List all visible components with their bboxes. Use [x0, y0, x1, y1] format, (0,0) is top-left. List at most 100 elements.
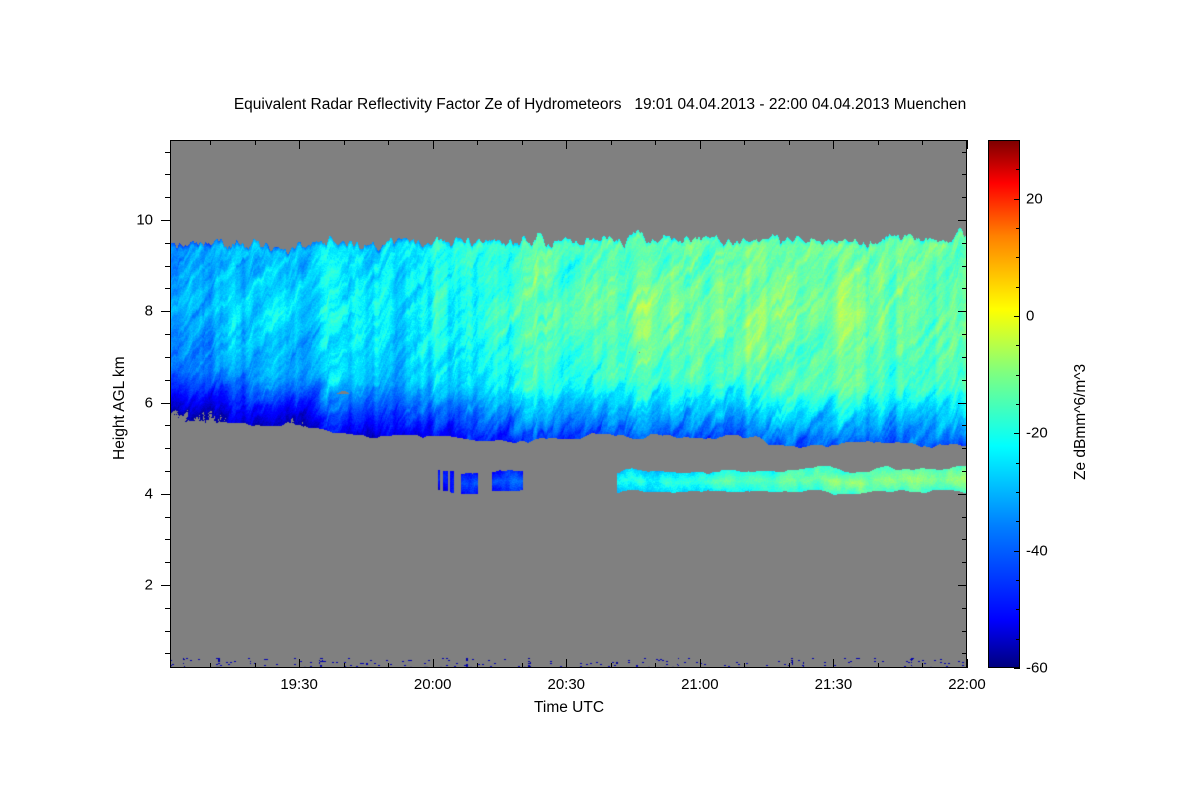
colorbar-tick-major — [1014, 551, 1020, 552]
x-tick-label: 21:30 — [814, 676, 853, 693]
x-tick-major — [700, 659, 701, 668]
colorbar-tick-label: 0 — [1026, 307, 1035, 325]
x-tick-label: 22:00 — [948, 676, 986, 693]
colorbar-tick-minor — [1016, 463, 1020, 464]
x-tick-minor — [655, 140, 656, 145]
colorbar-tick-label: 20 — [1026, 190, 1043, 208]
colorbar-title: Ze dBmm^6/m^3 — [1072, 363, 1089, 480]
y-axis-title: Height AGL km — [111, 356, 128, 460]
colorbar-tick-minor — [1016, 492, 1020, 493]
y-tick-minor — [165, 243, 170, 244]
y-tick-minor — [165, 517, 170, 518]
y-tick-minor — [962, 197, 967, 198]
x-tick-minor — [611, 663, 612, 668]
colorbar-tick-label: -40 — [1026, 542, 1048, 560]
colorbar-tick-minor — [1016, 169, 1020, 170]
y-tick-major — [161, 403, 170, 404]
x-tick-minor — [789, 140, 790, 145]
x-tick-minor — [388, 663, 389, 668]
y-tick-major — [161, 311, 170, 312]
colorbar-tick-minor — [1016, 375, 1020, 376]
colorbar-tick-minor — [1016, 609, 1020, 610]
y-tick-minor — [165, 288, 170, 289]
x-tick-major — [433, 659, 434, 668]
y-tick-minor — [165, 174, 170, 175]
x-axis-title: Time UTC — [533, 699, 605, 716]
colorbar-tick-minor — [1016, 404, 1020, 405]
y-tick-minor — [962, 539, 967, 540]
colorbar-tick-label: -60 — [1026, 659, 1048, 677]
colorbar-tick-minor — [1016, 228, 1020, 229]
x-tick-major — [967, 140, 968, 149]
x-tick-minor — [388, 140, 389, 145]
y-tick-minor — [962, 334, 967, 335]
y-tick-minor — [165, 197, 170, 198]
x-tick-major — [700, 140, 701, 149]
y-tick-major — [958, 220, 967, 221]
colorbar-tick-minor — [1016, 257, 1020, 258]
y-tick-minor — [962, 288, 967, 289]
colorbar-tick-minor — [1016, 345, 1020, 346]
x-tick-minor — [789, 663, 790, 668]
y-tick-minor — [962, 425, 967, 426]
x-tick-major — [833, 140, 834, 149]
y-tick-minor — [165, 334, 170, 335]
x-tick-major — [433, 140, 434, 149]
y-tick-minor — [962, 357, 967, 358]
colorbar-tick-minor — [1016, 639, 1020, 640]
y-tick-major — [958, 585, 967, 586]
x-tick-minor — [611, 140, 612, 145]
x-tick-label: 21:00 — [681, 676, 719, 693]
y-tick-label: 4 — [144, 485, 153, 503]
x-tick-major — [299, 140, 300, 149]
y-tick-major — [161, 585, 170, 586]
colorbar-tick-major — [1014, 199, 1020, 200]
y-tick-minor — [165, 152, 170, 153]
colorbar-tick-major — [1014, 316, 1020, 317]
y-tick-major — [958, 494, 967, 495]
x-tick-minor — [255, 663, 256, 668]
colorbar-tick-minor — [1016, 521, 1020, 522]
x-tick-label: 19:30 — [280, 676, 318, 693]
y-tick-major — [958, 311, 967, 312]
colorbar-tick-major — [1014, 433, 1020, 434]
y-tick-major — [958, 403, 967, 404]
y-tick-minor — [165, 539, 170, 540]
colorbar-tick-label: -20 — [1026, 424, 1048, 442]
x-tick-label: 20:30 — [547, 676, 586, 693]
y-tick-minor — [962, 448, 967, 449]
x-tick-minor — [655, 663, 656, 668]
x-tick-minor — [255, 140, 256, 145]
x-tick-minor — [210, 663, 211, 668]
y-tick-minor — [165, 357, 170, 358]
y-tick-label: 10 — [136, 211, 153, 229]
x-tick-minor — [922, 140, 923, 145]
x-tick-minor — [477, 663, 478, 668]
x-tick-minor — [878, 140, 879, 145]
y-tick-major — [161, 494, 170, 495]
y-tick-minor — [165, 631, 170, 632]
y-tick-minor — [962, 608, 967, 609]
x-tick-major — [566, 140, 567, 149]
y-tick-minor — [962, 562, 967, 563]
heatmap-canvas — [170, 140, 967, 668]
y-tick-minor — [165, 471, 170, 472]
x-tick-minor — [477, 140, 478, 145]
y-tick-label: 2 — [144, 576, 153, 594]
x-tick-minor — [210, 140, 211, 145]
y-tick-major — [161, 220, 170, 221]
x-tick-minor — [344, 663, 345, 668]
y-tick-minor — [165, 562, 170, 563]
x-tick-minor — [878, 663, 879, 668]
colorbar-tick-minor — [1016, 580, 1020, 581]
x-tick-minor — [344, 140, 345, 145]
x-tick-minor — [744, 140, 745, 145]
x-tick-label: 20:00 — [413, 676, 452, 693]
x-tick-major — [299, 659, 300, 668]
x-tick-major — [833, 659, 834, 668]
x-tick-minor — [922, 663, 923, 668]
y-tick-minor — [165, 448, 170, 449]
colorbar-tick-minor — [1016, 287, 1020, 288]
colorbar-tick-major — [1014, 668, 1020, 669]
y-tick-minor — [165, 425, 170, 426]
